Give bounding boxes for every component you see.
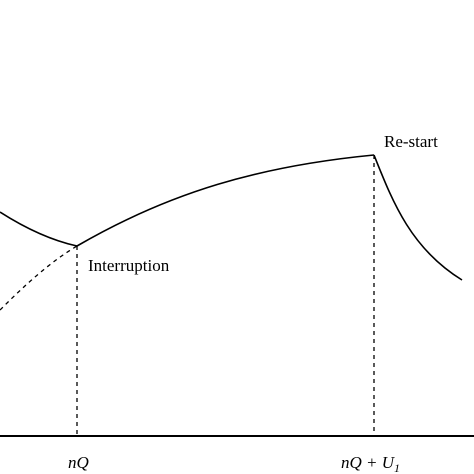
pre-interruption-decay-curve	[0, 211, 78, 247]
nq-plus-u1-tick-label: nQ + U1	[341, 453, 400, 474]
u-subscript: 1	[394, 461, 400, 474]
nq-plus-u-text: nQ + U	[341, 453, 396, 472]
rising-curve	[76, 154, 375, 247]
nq-tick-label: nQ	[68, 453, 89, 472]
restart-label: Re-start	[384, 132, 438, 151]
post-restart-decay-curve	[373, 154, 463, 281]
dashed-projection-curve	[0, 245, 78, 311]
interruption-label: Interruption	[88, 256, 170, 275]
